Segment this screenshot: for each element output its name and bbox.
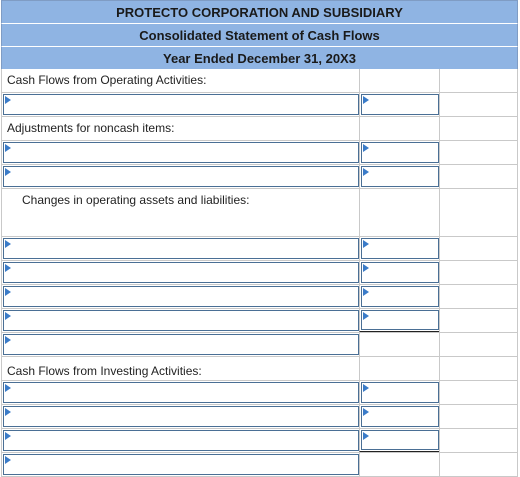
adjustments-section-row: Adjustments for noncash items: xyxy=(1,117,518,141)
table-row xyxy=(1,165,518,189)
investing-amount-input[interactable] xyxy=(361,430,440,450)
dropdown-marker-icon xyxy=(5,408,11,416)
dropdown-marker-icon xyxy=(5,384,11,392)
adjustments-label: Adjustments for noncash items: xyxy=(7,121,175,135)
period-title: Year Ended December 31, 20X3 xyxy=(1,46,518,69)
operating-total-input[interactable] xyxy=(3,334,360,355)
change-amount-input[interactable] xyxy=(361,238,440,259)
dropdown-marker-icon xyxy=(5,264,11,272)
dropdown-marker-icon xyxy=(363,312,370,320)
dropdown-marker-icon xyxy=(363,168,370,176)
dropdown-marker-icon xyxy=(363,240,370,248)
operating-item-input[interactable] xyxy=(3,94,360,115)
table-row xyxy=(1,429,518,453)
dropdown-marker-icon xyxy=(5,336,11,344)
investing-item-input[interactable] xyxy=(3,430,360,451)
dropdown-marker-icon xyxy=(363,96,370,104)
change-item-input[interactable] xyxy=(3,238,360,259)
adjustment-amount-input[interactable] xyxy=(361,142,440,163)
table-row xyxy=(1,453,518,477)
adjustment-item-input[interactable] xyxy=(3,166,360,187)
adjustment-item-input[interactable] xyxy=(3,142,360,163)
change-item-input[interactable] xyxy=(3,286,360,307)
operating-activities-label: Cash Flows from Operating Activities: xyxy=(7,73,207,87)
table-row xyxy=(1,285,518,309)
investing-amount-input[interactable] xyxy=(361,406,440,427)
dropdown-marker-icon xyxy=(5,288,11,296)
table-row xyxy=(1,141,518,165)
dropdown-marker-icon xyxy=(363,288,370,296)
investing-item-input[interactable] xyxy=(3,406,360,427)
investing-item-input[interactable] xyxy=(3,382,360,403)
dropdown-marker-icon xyxy=(5,144,11,152)
table-row xyxy=(1,309,518,333)
change-item-input[interactable] xyxy=(3,310,360,331)
dropdown-marker-icon xyxy=(363,384,370,392)
dropdown-marker-icon xyxy=(5,240,11,248)
company-title: PROTECTO CORPORATION AND SUBSIDIARY xyxy=(1,0,518,23)
statement-title: Consolidated Statement of Cash Flows xyxy=(1,23,518,46)
table-row xyxy=(1,405,518,429)
dropdown-marker-icon xyxy=(363,432,370,440)
investing-total-input[interactable] xyxy=(3,454,360,475)
dropdown-marker-icon xyxy=(5,312,11,320)
investing-section-row: Cash Flows from Investing Activities: xyxy=(1,357,518,381)
dropdown-marker-icon xyxy=(363,264,370,272)
dropdown-marker-icon xyxy=(5,432,11,440)
table-row xyxy=(1,93,518,117)
table-row xyxy=(1,381,518,405)
change-amount-input[interactable] xyxy=(361,262,440,283)
dropdown-marker-icon xyxy=(5,96,11,104)
operating-section-row: Cash Flows from Operating Activities: xyxy=(1,69,518,93)
change-amount-input[interactable] xyxy=(361,310,440,330)
dropdown-marker-icon xyxy=(363,408,370,416)
investing-activities-label: Cash Flows from Investing Activities: xyxy=(7,364,202,378)
table-row xyxy=(1,237,518,261)
investing-amount-input[interactable] xyxy=(361,382,440,403)
dropdown-marker-icon xyxy=(363,144,370,152)
table-row xyxy=(1,333,518,357)
adjustment-amount-input[interactable] xyxy=(361,166,440,187)
dropdown-marker-icon xyxy=(5,456,11,464)
operating-amount-input[interactable] xyxy=(361,94,440,115)
changes-section-row: Changes in operating assets and liabilit… xyxy=(1,189,518,237)
change-item-input[interactable] xyxy=(3,262,360,283)
dropdown-marker-icon xyxy=(5,168,11,176)
change-amount-input[interactable] xyxy=(361,286,440,307)
table-row xyxy=(1,261,518,285)
changes-label: Changes in operating assets and liabilit… xyxy=(22,193,250,207)
